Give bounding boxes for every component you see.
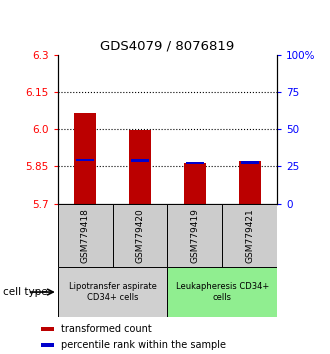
Text: GSM779420: GSM779420 — [136, 208, 145, 263]
Bar — [77, 159, 94, 161]
Text: Lipotransfer aspirate
CD34+ cells: Lipotransfer aspirate CD34+ cells — [69, 282, 156, 302]
Bar — [74, 113, 96, 204]
Bar — [129, 130, 151, 204]
Text: Leukapheresis CD34+
cells: Leukapheresis CD34+ cells — [176, 282, 269, 302]
Bar — [184, 164, 206, 204]
Bar — [241, 161, 258, 164]
Text: GSM779419: GSM779419 — [190, 208, 199, 263]
Bar — [186, 162, 204, 164]
Bar — [239, 161, 261, 204]
Text: transformed count: transformed count — [61, 324, 152, 334]
Bar — [58, 204, 113, 267]
Bar — [168, 267, 277, 317]
Title: GDS4079 / 8076819: GDS4079 / 8076819 — [100, 39, 235, 52]
Bar — [168, 204, 222, 267]
Text: percentile rank within the sample: percentile rank within the sample — [61, 340, 226, 350]
Bar — [41, 343, 54, 347]
Bar — [113, 204, 168, 267]
Bar — [41, 327, 54, 331]
Bar — [222, 204, 277, 267]
Bar — [58, 267, 168, 317]
Bar — [131, 159, 149, 161]
Text: cell type: cell type — [3, 287, 48, 297]
Text: GSM779421: GSM779421 — [245, 208, 254, 263]
Text: GSM779418: GSM779418 — [81, 208, 90, 263]
